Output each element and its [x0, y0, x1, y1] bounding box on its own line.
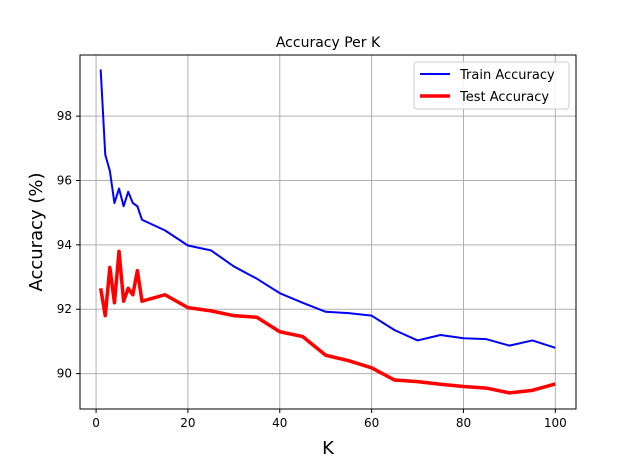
- x-ticks: 0 20 40 60 80 100: [92, 409, 567, 430]
- legend-box: [413, 61, 570, 110]
- y-ticks: 90 92 94 96 98: [57, 109, 80, 381]
- y-tick-label: 92: [57, 302, 72, 316]
- grid: [80, 55, 576, 409]
- y-axis-label: Accuracy (%): [26, 172, 47, 291]
- x-tick-label: 100: [544, 416, 567, 430]
- y-tick-label: 98: [57, 109, 72, 123]
- chart-title: Accuracy Per K: [276, 35, 381, 51]
- y-tick-label: 94: [57, 238, 72, 252]
- series-lines: [98, 69, 556, 395]
- legend-label-test: Test Accuracy: [459, 90, 549, 105]
- test-accuracy-line: [98, 249, 556, 395]
- train-accuracy-line: [99, 69, 556, 349]
- x-tick-label: 80: [456, 416, 471, 430]
- x-tick-label: 60: [364, 416, 379, 430]
- x-tick-label: 20: [180, 416, 195, 430]
- legend-label-train: Train Accuracy: [459, 68, 555, 83]
- y-tick-label: 96: [57, 174, 72, 188]
- x-tick-label: 40: [272, 416, 287, 430]
- x-tick-label: 0: [92, 416, 100, 430]
- y-tick-label: 90: [57, 367, 72, 381]
- x-axis-label: K: [322, 438, 335, 459]
- plot-frame: [79, 54, 577, 410]
- legend: Train Accuracy Test Accuracy: [413, 61, 570, 110]
